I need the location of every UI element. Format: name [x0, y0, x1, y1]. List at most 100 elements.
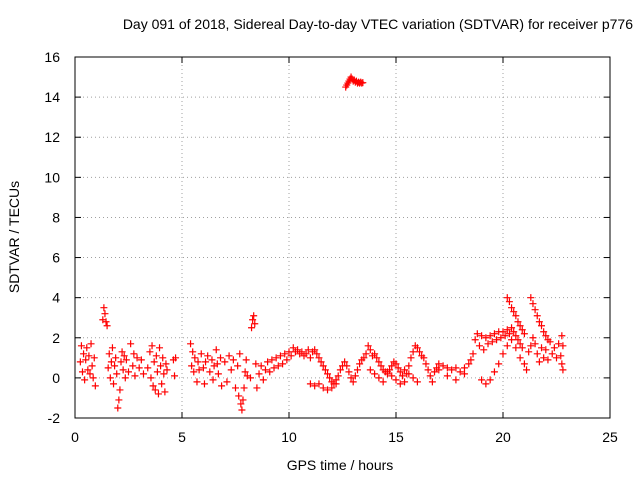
data-point	[116, 386, 124, 394]
data-point	[439, 362, 447, 370]
data-point	[200, 380, 208, 388]
data-point	[153, 368, 161, 376]
data-point	[431, 368, 439, 376]
data-point	[239, 396, 247, 404]
data-point	[317, 358, 325, 366]
plot-frame	[74, 56, 611, 419]
data-point	[133, 354, 141, 362]
data-point	[527, 294, 535, 302]
data-point	[516, 322, 524, 330]
data-point	[195, 366, 203, 374]
data-point	[520, 360, 528, 368]
data-point	[115, 396, 123, 404]
x-tick-label: 15	[388, 429, 404, 445]
data-point	[484, 340, 492, 348]
data-point	[497, 334, 505, 342]
data-point	[452, 364, 460, 372]
data-point	[102, 318, 110, 326]
data-point	[460, 370, 468, 378]
data-point	[542, 332, 550, 340]
data-point	[214, 370, 222, 378]
data-point	[149, 382, 157, 390]
data-point	[443, 364, 451, 372]
x-tick-label: 0	[71, 429, 79, 445]
data-point	[104, 364, 112, 372]
y-tick-label: 10	[44, 169, 60, 185]
data-point	[289, 344, 297, 352]
data-point	[236, 350, 244, 358]
data-point	[240, 384, 248, 392]
data-point	[448, 366, 456, 374]
x-tick-label: 10	[281, 429, 297, 445]
data-point	[505, 330, 513, 338]
data-point	[401, 378, 409, 386]
data-point	[499, 328, 507, 336]
data-point	[313, 350, 321, 358]
data-point	[540, 354, 548, 362]
data-point	[388, 362, 396, 370]
data-point	[130, 350, 138, 358]
data-point	[553, 354, 560, 362]
data-point	[527, 342, 535, 350]
data-point	[460, 364, 468, 372]
data-point	[87, 340, 95, 348]
data-point	[156, 344, 164, 352]
data-point	[122, 356, 130, 364]
data-point	[409, 374, 417, 382]
x-tick-label: 5	[178, 429, 186, 445]
data-point	[218, 382, 226, 390]
data-point	[558, 332, 566, 340]
data-point	[559, 366, 567, 374]
data-point	[533, 312, 541, 320]
y-tick-label: 4	[52, 290, 60, 306]
data-point	[452, 376, 460, 384]
data-point	[81, 376, 89, 384]
data-point	[359, 79, 367, 87]
data-point	[250, 312, 258, 320]
data-point	[241, 368, 249, 376]
data-point	[306, 380, 314, 388]
data-point	[89, 374, 97, 382]
data-point	[371, 350, 379, 358]
data-point	[409, 348, 417, 356]
data-point	[119, 366, 127, 374]
data-point	[550, 344, 558, 352]
data-point	[120, 352, 128, 360]
data-point	[413, 378, 421, 386]
data-point-layer	[76, 73, 567, 414]
data-point	[396, 380, 404, 388]
data-point	[208, 356, 216, 364]
data-point	[259, 376, 267, 384]
x-tick-label: 25	[602, 429, 618, 445]
data-point	[150, 358, 158, 366]
data-point	[482, 380, 490, 388]
data-point	[285, 348, 293, 356]
data-point	[503, 326, 511, 334]
data-point	[456, 368, 464, 376]
data-point	[151, 386, 159, 394]
data-point	[347, 374, 355, 382]
y-tick-label: -2	[48, 410, 61, 426]
x-tick-label: 20	[495, 429, 511, 445]
data-point	[202, 358, 210, 366]
data-point	[311, 382, 319, 390]
data-point	[465, 360, 473, 368]
data-point	[159, 354, 167, 362]
data-point	[101, 310, 109, 318]
data-point	[435, 360, 443, 368]
data-point	[144, 364, 152, 372]
data-point	[91, 382, 99, 390]
data-point	[162, 360, 170, 368]
x-axis-label: GPS time / hours	[287, 457, 394, 473]
data-point	[121, 374, 129, 382]
data-point	[246, 374, 254, 382]
data-point	[538, 344, 546, 352]
data-point	[529, 300, 537, 308]
series-group	[342, 73, 367, 91]
data-point	[85, 352, 93, 360]
data-point	[253, 384, 261, 392]
data-point	[221, 358, 229, 366]
data-point	[495, 360, 503, 368]
data-point	[105, 350, 113, 358]
